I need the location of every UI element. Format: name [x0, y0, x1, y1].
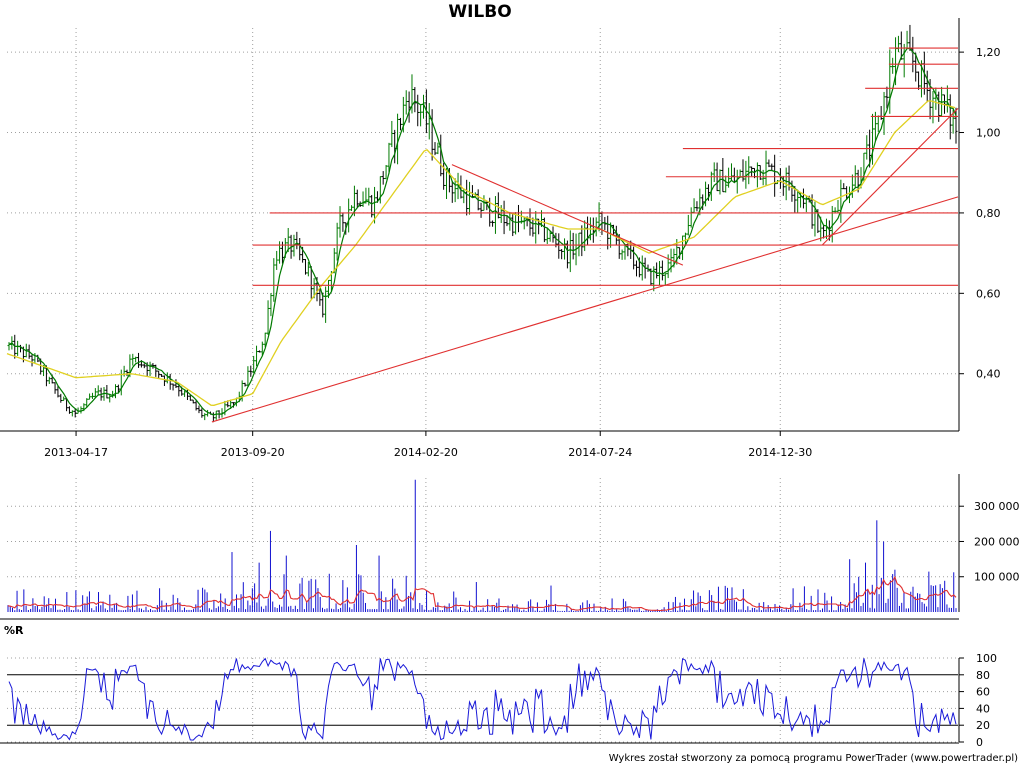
williams-r-y-tick-label: 40 [976, 702, 990, 715]
price-y-tick-label: 1,00 [976, 127, 1001, 140]
trend-lines [211, 47, 959, 423]
date-x-tick-label: 2013-09-20 [221, 446, 285, 459]
short-moving-average-line [8, 47, 957, 416]
volume-y-tick-label: 200 000 [974, 535, 1020, 548]
volume-average-line [7, 575, 957, 612]
volume-bars [7, 479, 957, 612]
volume-y-tick-label: 100 000 [974, 571, 1020, 584]
price-bars [6, 24, 958, 423]
grid-lines [7, 28, 958, 743]
trend-line [451, 164, 684, 266]
footer-credit: Wykres został stworzony za pomocą progra… [608, 753, 1018, 764]
williams-r-line [8, 657, 957, 741]
williams-r-y-tick-label: 20 [976, 719, 990, 732]
chart-title: WILBO [448, 2, 512, 22]
price-y-tick-label: 1,20 [976, 46, 1001, 59]
williams-r-y-tick-label: 80 [976, 669, 990, 682]
williams-r-panel-label: %R [4, 624, 24, 637]
williams-r-y-tick-label: 0 [976, 736, 983, 749]
williams-r-y-tick-label: 60 [976, 686, 990, 699]
price-y-tick-label: 0,60 [976, 287, 1001, 300]
price-y-tick-label: 0,80 [976, 207, 1001, 220]
williams-r-series [8, 657, 957, 741]
date-x-tick-label: 2014-07-24 [568, 446, 632, 459]
volume-y-tick-label: 300 000 [974, 500, 1020, 513]
williams-r-y-tick-label: 100 [976, 652, 997, 665]
axes: 1,20 1,00 0,80 0,60 0,40 2013-04-17 2013-09-20… [0, 18, 1020, 749]
price-y-tick-label: 0,40 [976, 368, 1001, 381]
trend-line [211, 196, 959, 423]
date-x-tick-label: 2013-04-17 [44, 446, 108, 459]
long-moving-average-line [6, 100, 956, 406]
date-x-tick-label: 2014-12-30 [748, 446, 812, 459]
date-x-tick-label: 2014-02-20 [394, 446, 458, 459]
